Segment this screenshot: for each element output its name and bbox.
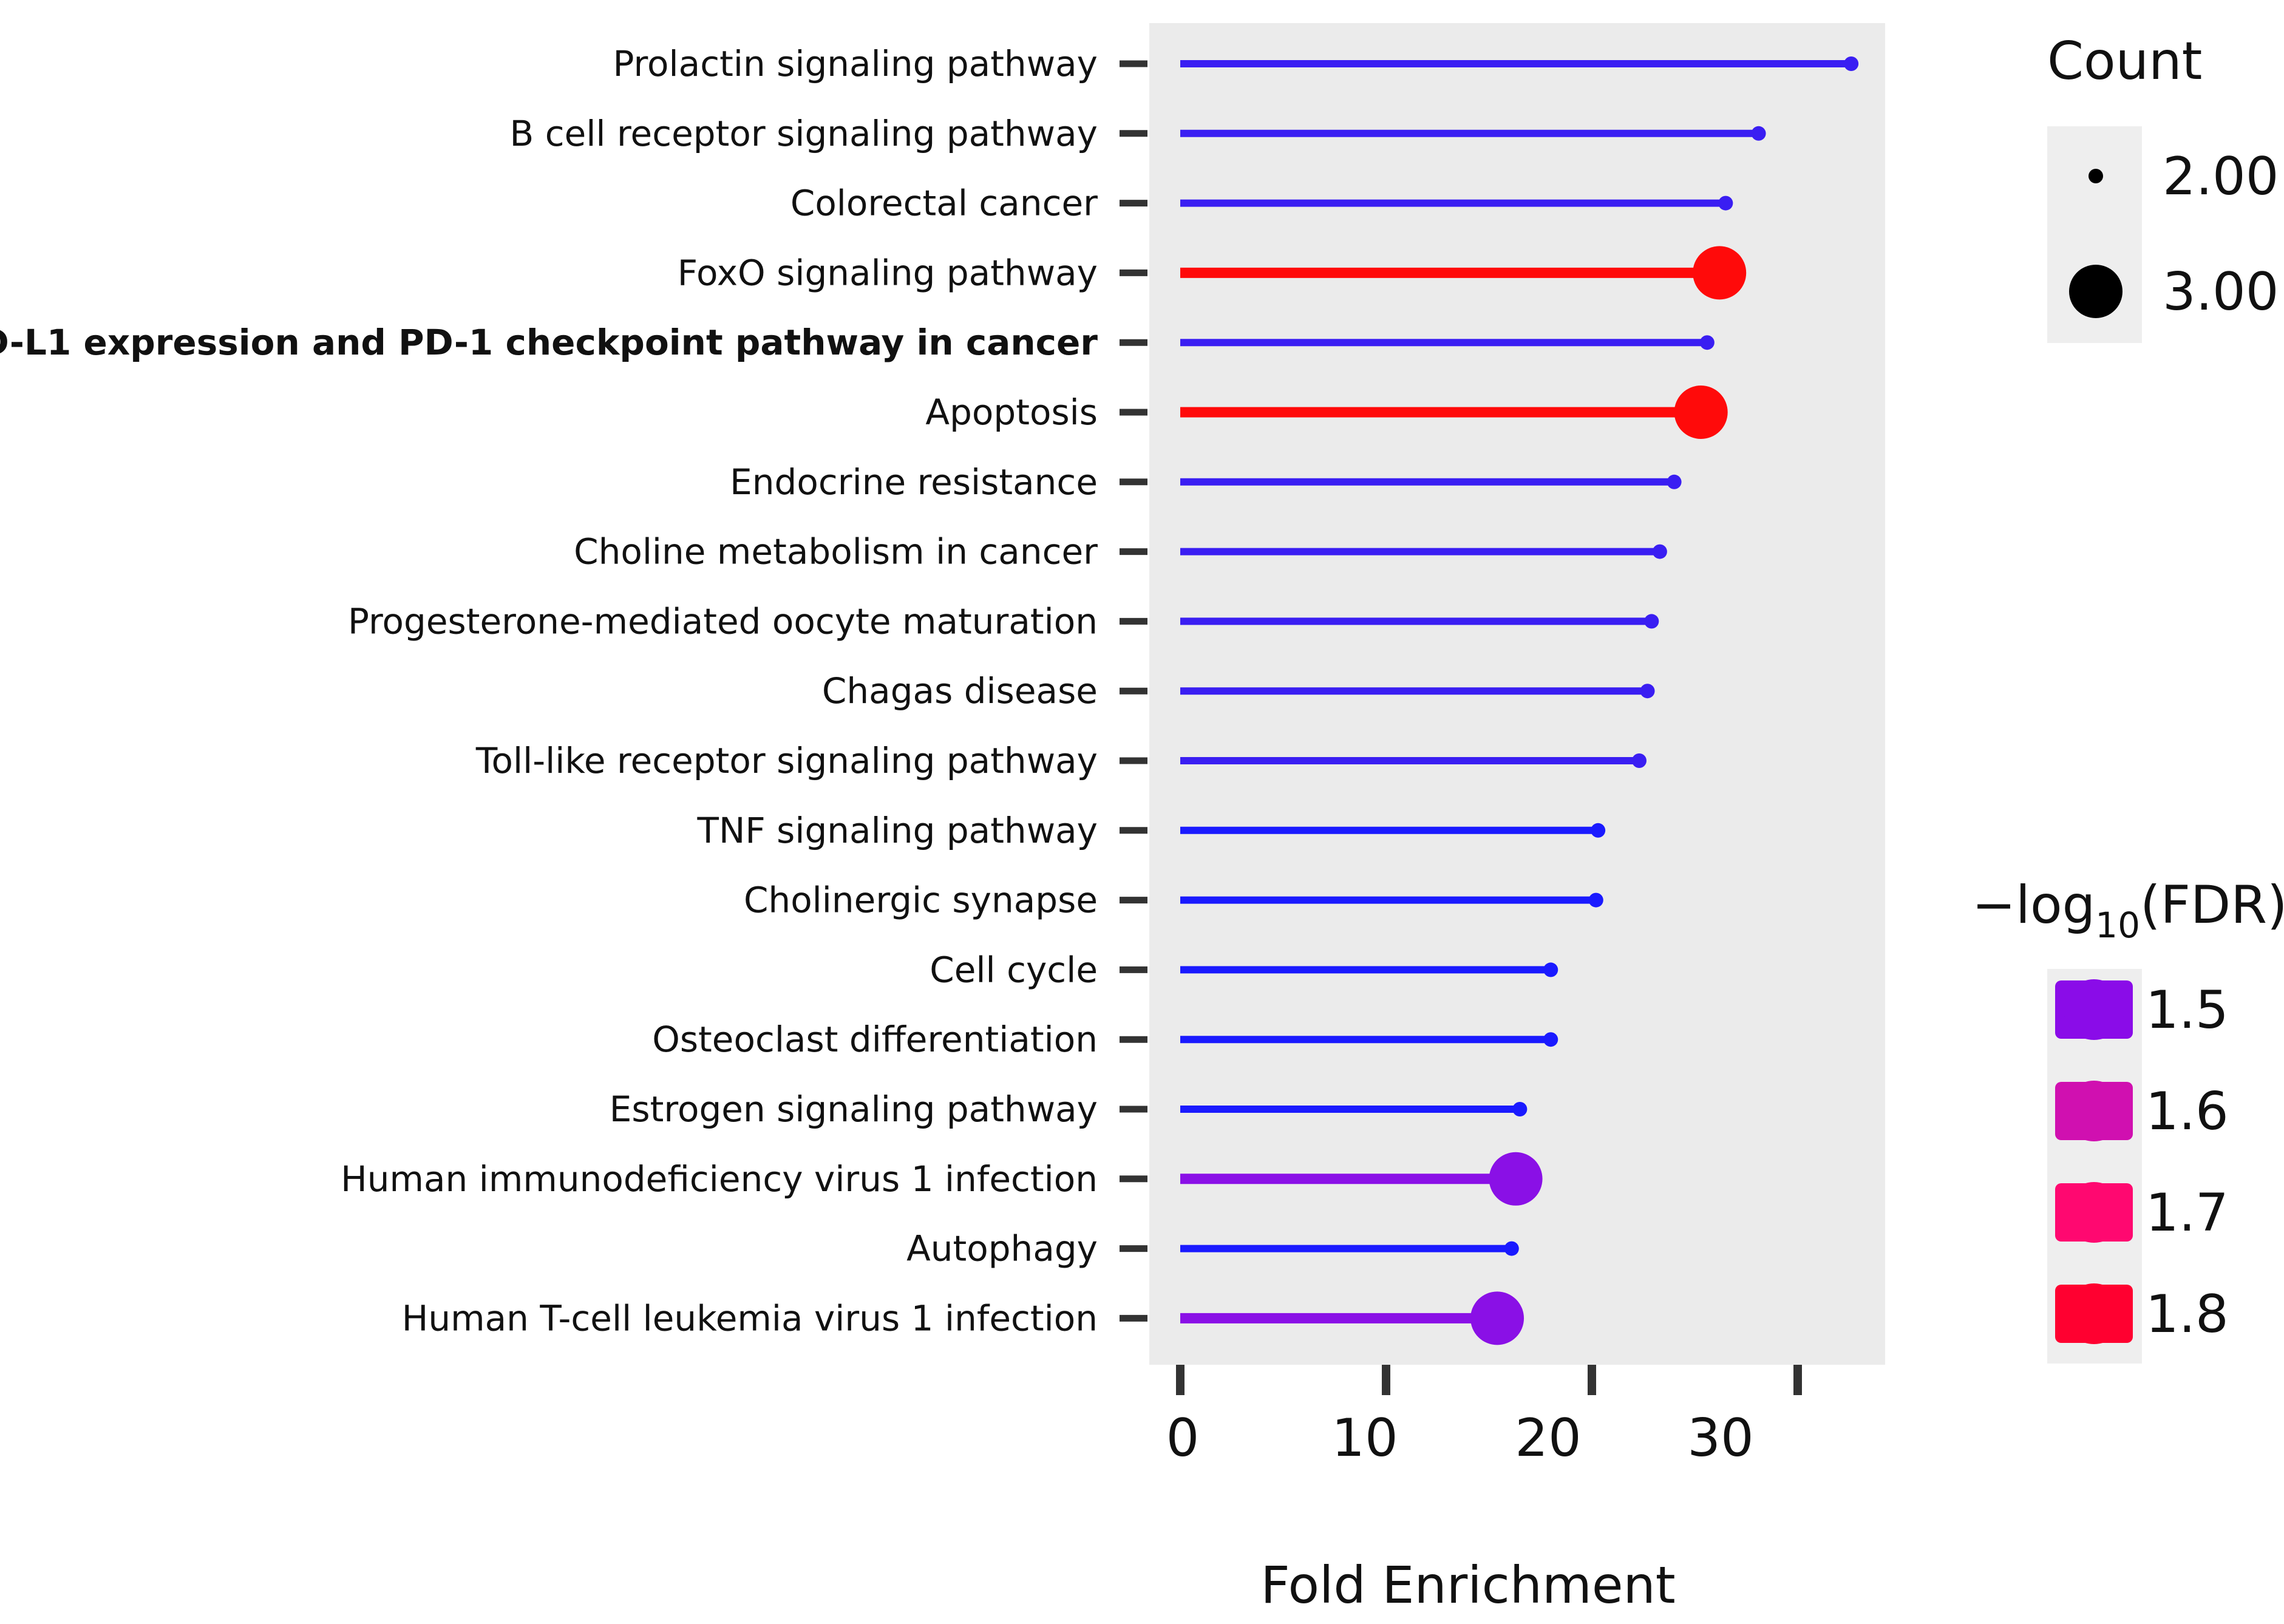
category-label: TNF signaling pathway xyxy=(697,810,1098,851)
category-label: Cholinergic synapse xyxy=(744,880,1098,921)
category-label: Chagas disease xyxy=(822,670,1098,712)
color-legend-title: −log10(FDR) xyxy=(1972,875,2284,946)
category-label: Colorectal cancer xyxy=(790,183,1098,224)
lollipop-point xyxy=(1699,335,1715,350)
color-legend-swatch-dot xyxy=(2064,979,2124,1040)
x-tick-label: 30 xyxy=(1687,1408,1753,1469)
category-label: FoxO signaling pathway xyxy=(678,252,1098,293)
lollipop-point xyxy=(1591,823,1606,838)
category-label: Autophagy xyxy=(906,1228,1098,1269)
category-label: Osteoclast differentiation xyxy=(652,1019,1098,1060)
lollipop-point xyxy=(1588,892,1603,908)
x-tick-label: 20 xyxy=(1515,1408,1581,1469)
category-label: Apoptosis xyxy=(925,392,1098,433)
color-legend-label: 1.8 xyxy=(2146,1284,2229,1345)
lollipop-heads xyxy=(1470,56,1859,1345)
x-tick-label: 0 xyxy=(1166,1408,1200,1469)
lollipop-point xyxy=(1640,684,1655,699)
category-label: Human immunodeficiency virus 1 infection xyxy=(341,1158,1098,1200)
lollipop-point xyxy=(1512,1102,1528,1116)
x-tick-label: 10 xyxy=(1331,1408,1398,1469)
category-label: Cell cycle xyxy=(930,949,1098,990)
category-label: Progesterone-mediated oocyte maturation xyxy=(348,600,1098,642)
lollipop-point xyxy=(1751,126,1766,141)
color-legend-swatch-dot xyxy=(2064,1182,2124,1243)
category-label: Prolactin signaling pathway xyxy=(613,43,1098,84)
y-axis-ticks xyxy=(1120,60,1147,1322)
x-axis-title: Fold Enrichment xyxy=(1260,1555,1675,1615)
y-axis-labels: Prolactin signaling pathway B cell recept… xyxy=(0,43,1098,1339)
category-label: Human T-cell leukemia virus 1 infection xyxy=(402,1297,1098,1339)
lollipop-point xyxy=(1667,474,1682,489)
lollipop-point xyxy=(1489,1152,1543,1206)
lollipop-stems xyxy=(1180,60,1852,1323)
category-label: Choline metabolism in cancer xyxy=(574,531,1098,572)
lollipop-point xyxy=(1631,753,1647,768)
x-axis: 0 10 20 30 xyxy=(1166,1365,1802,1469)
lollipop-point xyxy=(1674,386,1728,439)
category-label: Toll-like receptor signaling pathway xyxy=(475,740,1098,781)
lollipop-point xyxy=(1844,56,1859,71)
category-label: B cell receptor signaling pathway xyxy=(510,113,1098,154)
color-legend-label: 1.6 xyxy=(2146,1081,2229,1142)
color-legend-swatch-dot xyxy=(2064,1081,2124,1141)
color-legend: −log10(FDR) 1.5 1.6 1.7 1.8 xyxy=(1972,875,2284,1364)
lollipop-point xyxy=(1470,1291,1524,1345)
category-label: Estrogen signaling pathway xyxy=(610,1089,1098,1130)
category-label: Endocrine resistance xyxy=(730,461,1098,503)
size-legend-dot xyxy=(2069,265,2123,318)
lollipop-point xyxy=(1652,544,1667,559)
size-legend-label: 2.00 xyxy=(2163,146,2279,207)
category-label: PD-L1 expression and PD-1 checkpoint pat… xyxy=(0,322,1098,363)
lollipop-point xyxy=(1644,614,1659,629)
color-legend-swatch-dot xyxy=(2064,1283,2124,1344)
size-legend-title: Count xyxy=(2047,31,2202,92)
size-legend: Count 2.00 3.00 xyxy=(2047,31,2279,343)
size-legend-label: 3.00 xyxy=(2163,262,2279,322)
color-legend-label: 1.7 xyxy=(2146,1183,2229,1243)
size-legend-dot xyxy=(2089,169,2103,183)
lollipop-point xyxy=(1504,1241,1519,1256)
color-legend-label: 1.5 xyxy=(2146,980,2229,1041)
lollipop-point xyxy=(1718,195,1733,211)
lollipop-point xyxy=(1543,962,1558,977)
lollipop-point xyxy=(1543,1032,1558,1047)
lollipop-point xyxy=(1693,246,1747,300)
